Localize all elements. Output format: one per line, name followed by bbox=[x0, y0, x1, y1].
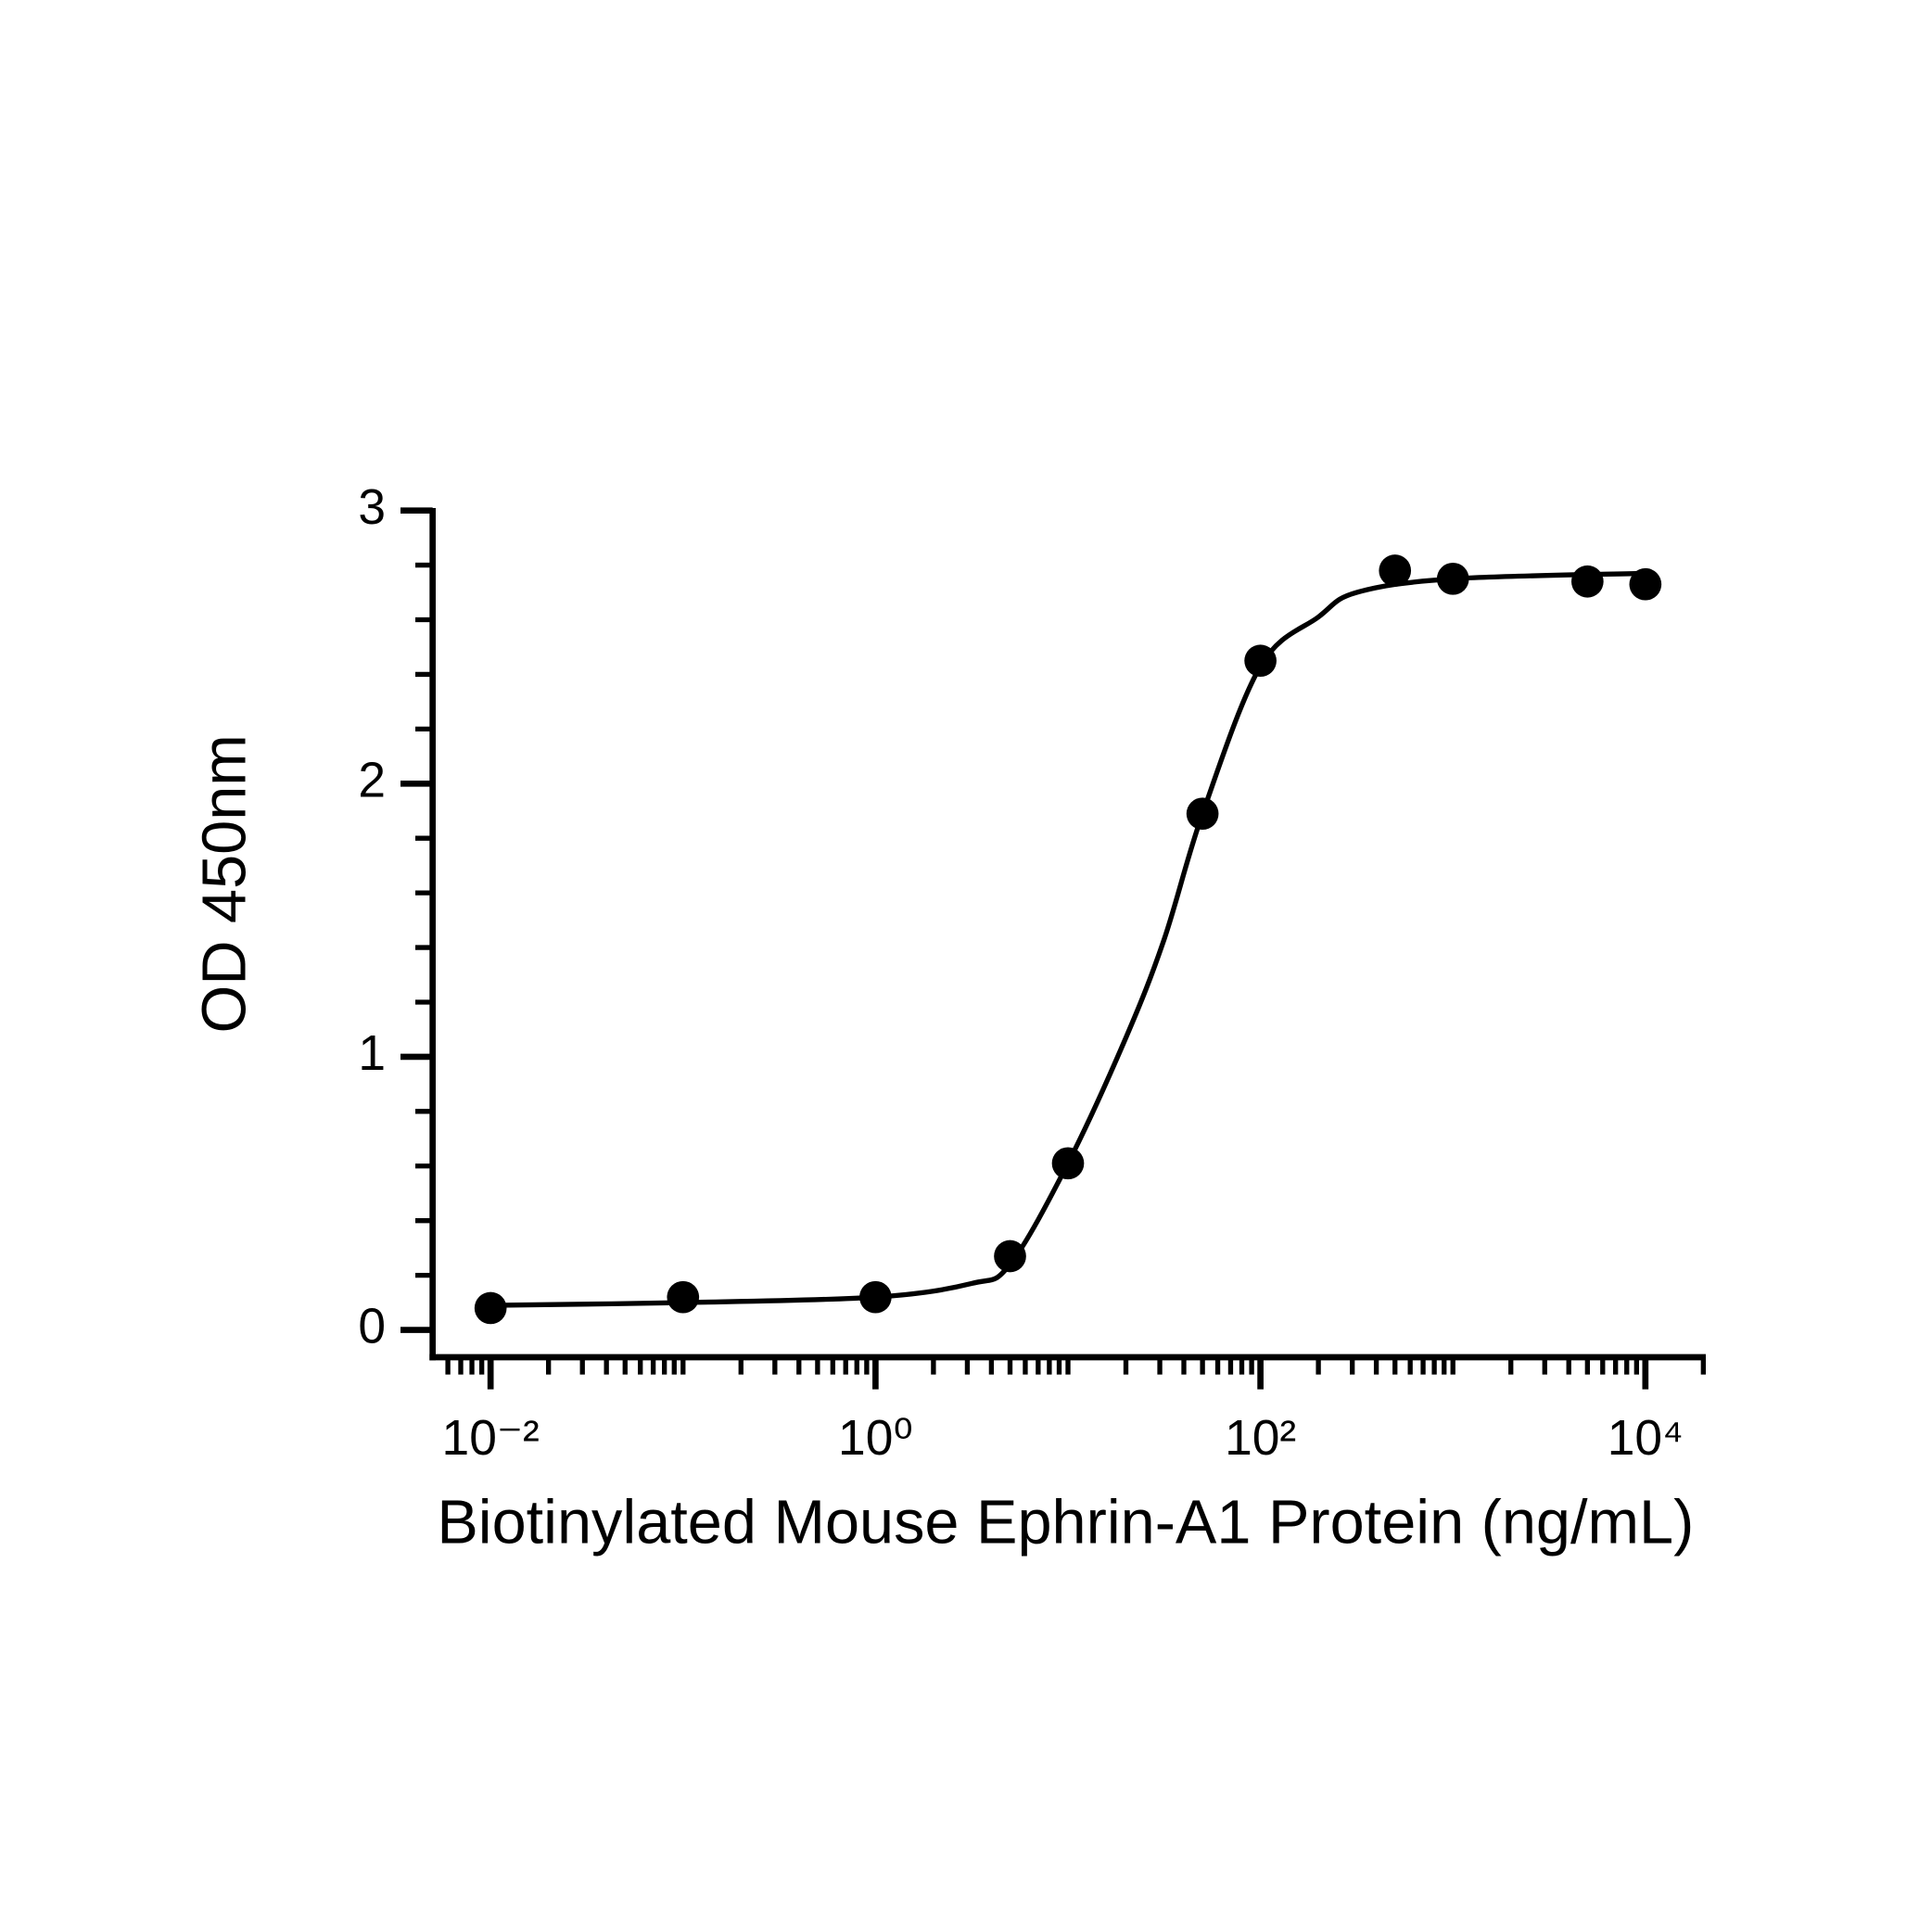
data-point bbox=[1244, 644, 1277, 678]
x-tick-label: 10² bbox=[1225, 1411, 1296, 1466]
x-tick-label: 10⁴ bbox=[1608, 1411, 1684, 1466]
y-tick-label: 3 bbox=[358, 480, 386, 535]
data-point bbox=[474, 1291, 507, 1325]
y-tick-label: 0 bbox=[358, 1300, 386, 1354]
y-tick-label: 2 bbox=[358, 753, 386, 807]
x-tick-label: 10⁰ bbox=[838, 1411, 913, 1466]
data-point bbox=[1051, 1147, 1085, 1180]
data-point bbox=[1186, 797, 1219, 831]
data-point bbox=[1571, 565, 1604, 598]
y-axis-title: OD 450nm bbox=[190, 734, 259, 1033]
data-point bbox=[1629, 567, 1662, 601]
data-point bbox=[1436, 562, 1469, 595]
x-axis-title: Biotinylated Mouse Ephrin-A1 Protein (ng… bbox=[437, 1488, 1694, 1557]
data-point bbox=[994, 1239, 1026, 1273]
fit-curve bbox=[490, 570, 1646, 1308]
data-point bbox=[667, 1280, 700, 1314]
data-point bbox=[1379, 554, 1412, 587]
data-point bbox=[859, 1280, 892, 1314]
y-tick-label: 1 bbox=[358, 1026, 386, 1081]
x-tick-label: 10⁻² bbox=[442, 1411, 540, 1466]
